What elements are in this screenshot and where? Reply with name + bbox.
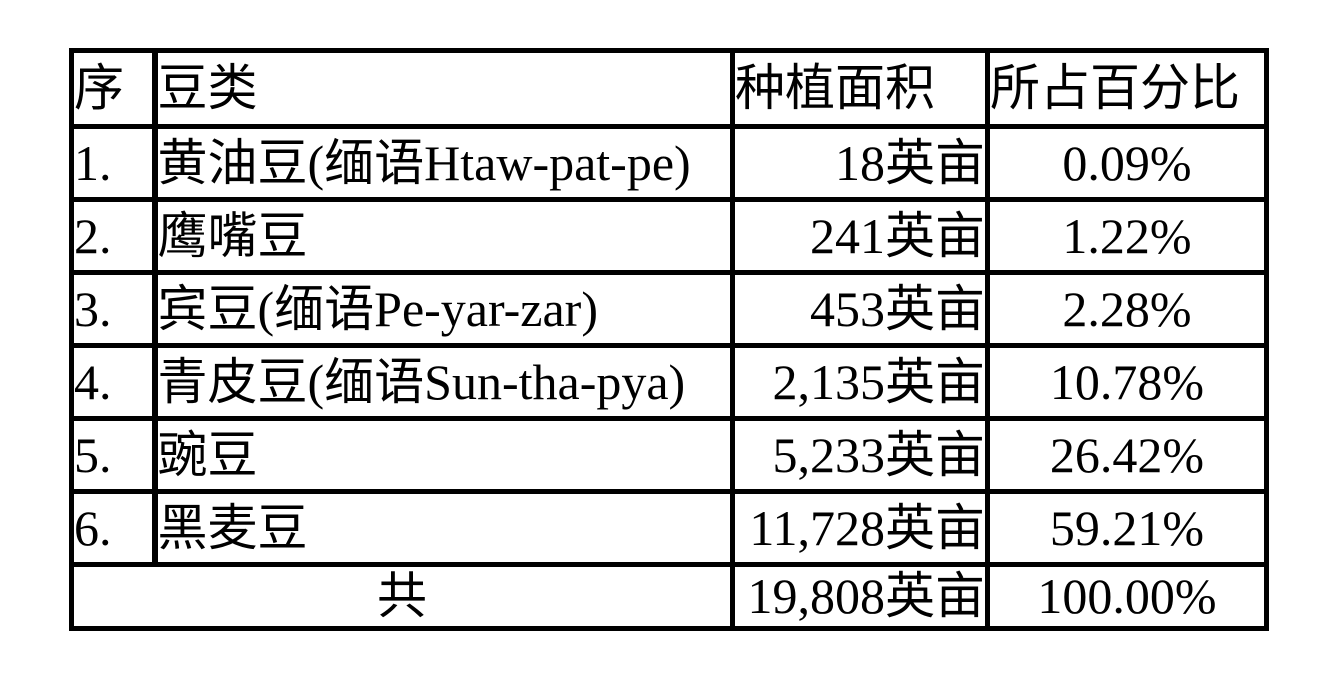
cell-serial: 2. [69, 197, 157, 275]
table-row: 6. 黑麦豆 11,728英亩 59.21% [69, 489, 1269, 567]
cell-area: 18英亩 [730, 124, 990, 202]
cell-serial: 6. [69, 489, 157, 567]
cell-type: 黑麦豆 [151, 489, 735, 567]
header-row: 序 豆类 种植面积 所占百分比 [69, 48, 1269, 129]
table-body: 1. 黄油豆(缅语Htaw-pat-pe) 18英亩 0.09% 2. 鹰嘴豆 … [69, 124, 1269, 631]
cell-type: 豌豆 [151, 416, 735, 494]
cell-area: 11,728英亩 [730, 489, 990, 567]
cell-percent: 59.21% [985, 489, 1269, 567]
header-cell-serial: 序 [69, 48, 157, 129]
table-row: 4. 青皮豆(缅语Sun-tha-pya) 2,135英亩 10.78% [69, 343, 1269, 421]
cell-type: 青皮豆(缅语Sun-tha-pya) [151, 343, 735, 421]
table-row: 1. 黄油豆(缅语Htaw-pat-pe) 18英亩 0.09% [69, 124, 1269, 202]
cell-serial: 4. [69, 343, 157, 421]
cell-percent: 26.42% [985, 416, 1269, 494]
total-area-cell: 19,808英亩 [730, 562, 990, 631]
table-row: 3. 宾豆(缅语Pe-yar-zar) 453英亩 2.28% [69, 270, 1269, 348]
header-cell-type: 豆类 [151, 48, 735, 129]
cell-area: 5,233英亩 [730, 416, 990, 494]
cell-serial: 1. [69, 124, 157, 202]
header-cell-area: 种植面积 [730, 48, 990, 129]
table-header: 序 豆类 种植面积 所占百分比 [69, 48, 1269, 129]
cell-type: 鹰嘴豆 [151, 197, 735, 275]
cell-area: 453英亩 [730, 270, 990, 348]
cell-percent: 10.78% [985, 343, 1269, 421]
cell-serial: 5. [69, 416, 157, 494]
total-label-cell: 共 [69, 562, 735, 631]
cell-serial: 3. [69, 270, 157, 348]
table-row: 2. 鹰嘴豆 241英亩 1.22% [69, 197, 1269, 275]
cell-percent: 0.09% [985, 124, 1269, 202]
cell-area: 241英亩 [730, 197, 990, 275]
table-row: 5. 豌豆 5,233英亩 26.42% [69, 416, 1269, 494]
header-cell-percent: 所占百分比 [985, 48, 1269, 129]
cell-percent: 2.28% [985, 270, 1269, 348]
cell-area: 2,135英亩 [730, 343, 990, 421]
cell-type: 黄油豆(缅语Htaw-pat-pe) [151, 124, 735, 202]
cell-type: 宾豆(缅语Pe-yar-zar) [151, 270, 735, 348]
total-percent-cell: 100.00% [985, 562, 1269, 631]
total-row: 共 19,808英亩 100.00% [69, 562, 1269, 631]
cell-percent: 1.22% [985, 197, 1269, 275]
bean-area-table: 序 豆类 种植面积 所占百分比 1. 黄油豆(缅语Htaw-pat-pe) 18… [69, 48, 1269, 631]
